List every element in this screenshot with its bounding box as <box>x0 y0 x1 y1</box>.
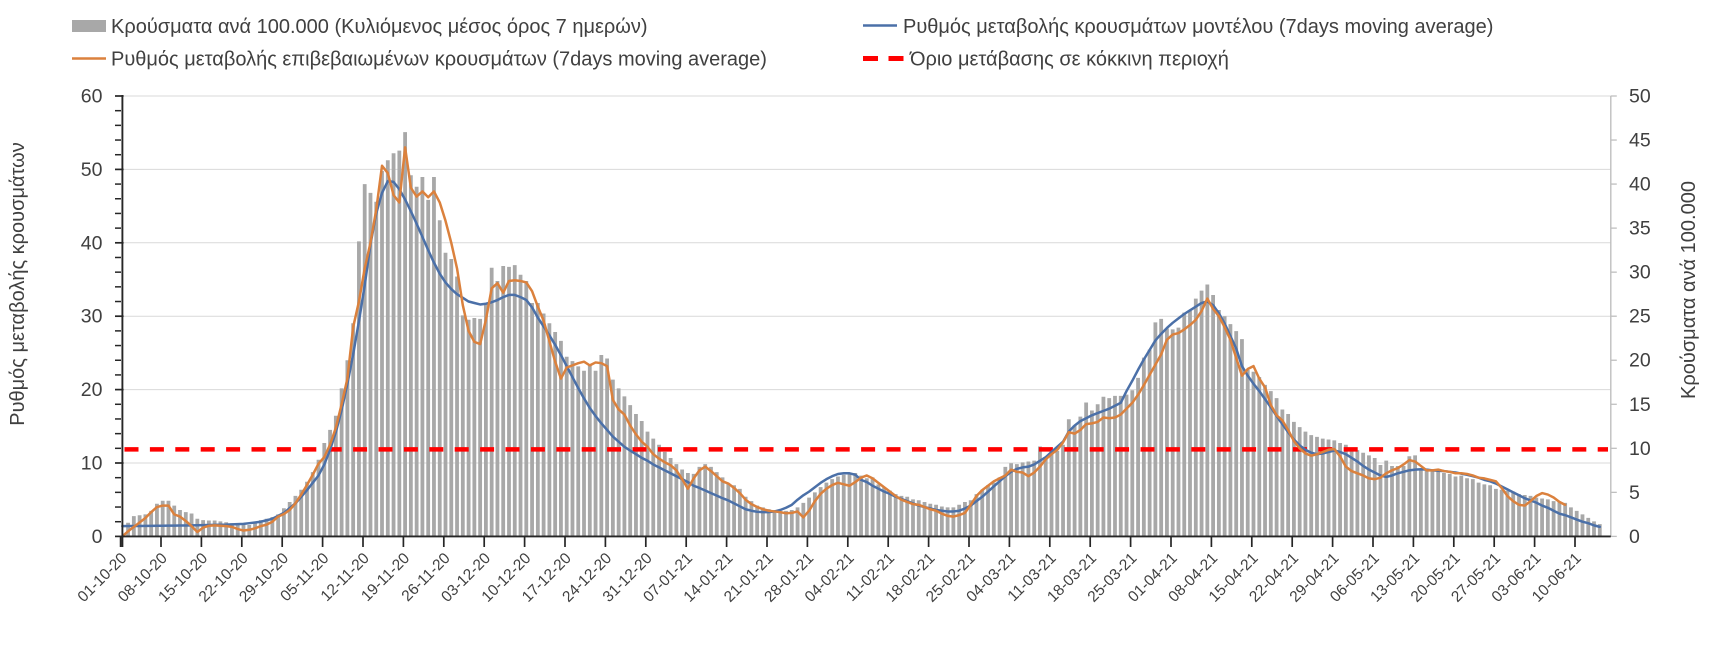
svg-text:25: 25 <box>1629 306 1651 328</box>
svg-text:Ρυθμός μεταβολής επιβεβαιωμένω: Ρυθμός μεταβολής επιβεβαιωμένων κρουσμάτ… <box>111 49 767 71</box>
svg-text:15: 15 <box>1629 394 1651 416</box>
svg-text:30: 30 <box>1629 262 1651 284</box>
svg-text:35: 35 <box>1629 218 1651 240</box>
svg-text:20: 20 <box>81 379 103 401</box>
svg-text:50: 50 <box>81 159 103 181</box>
svg-text:40: 40 <box>81 232 103 254</box>
svg-text:20: 20 <box>1629 350 1651 372</box>
svg-text:Κρούσματα ανά 100.000 (Κυλιόμε: Κρούσματα ανά 100.000 (Κυλιόμενος μέσος … <box>111 16 648 38</box>
svg-text:5: 5 <box>1629 482 1640 504</box>
svg-text:30: 30 <box>81 306 103 328</box>
svg-text:0: 0 <box>92 526 103 548</box>
svg-text:45: 45 <box>1629 130 1651 152</box>
svg-text:Κρούσματα ανά 100.000: Κρούσματα ανά 100.000 <box>1678 181 1700 399</box>
svg-text:0: 0 <box>1629 526 1640 548</box>
svg-text:Ρυθμός μεταβολής κρουσμάτων μο: Ρυθμός μεταβολής κρουσμάτων μοντέλου (7d… <box>903 16 1493 38</box>
svg-text:40: 40 <box>1629 174 1651 196</box>
svg-text:Όριο μετάβασης σε κόκκινη περι: Όριο μετάβασης σε κόκκινη περιοχή <box>909 49 1229 71</box>
svg-text:Ρυθμός μεταβολής κρουσμάτων: Ρυθμός μεταβολής κρουσμάτων <box>7 142 29 426</box>
svg-text:50: 50 <box>1629 86 1651 108</box>
svg-text:60: 60 <box>81 86 103 108</box>
svg-text:10: 10 <box>81 453 103 475</box>
svg-text:10: 10 <box>1629 438 1651 460</box>
